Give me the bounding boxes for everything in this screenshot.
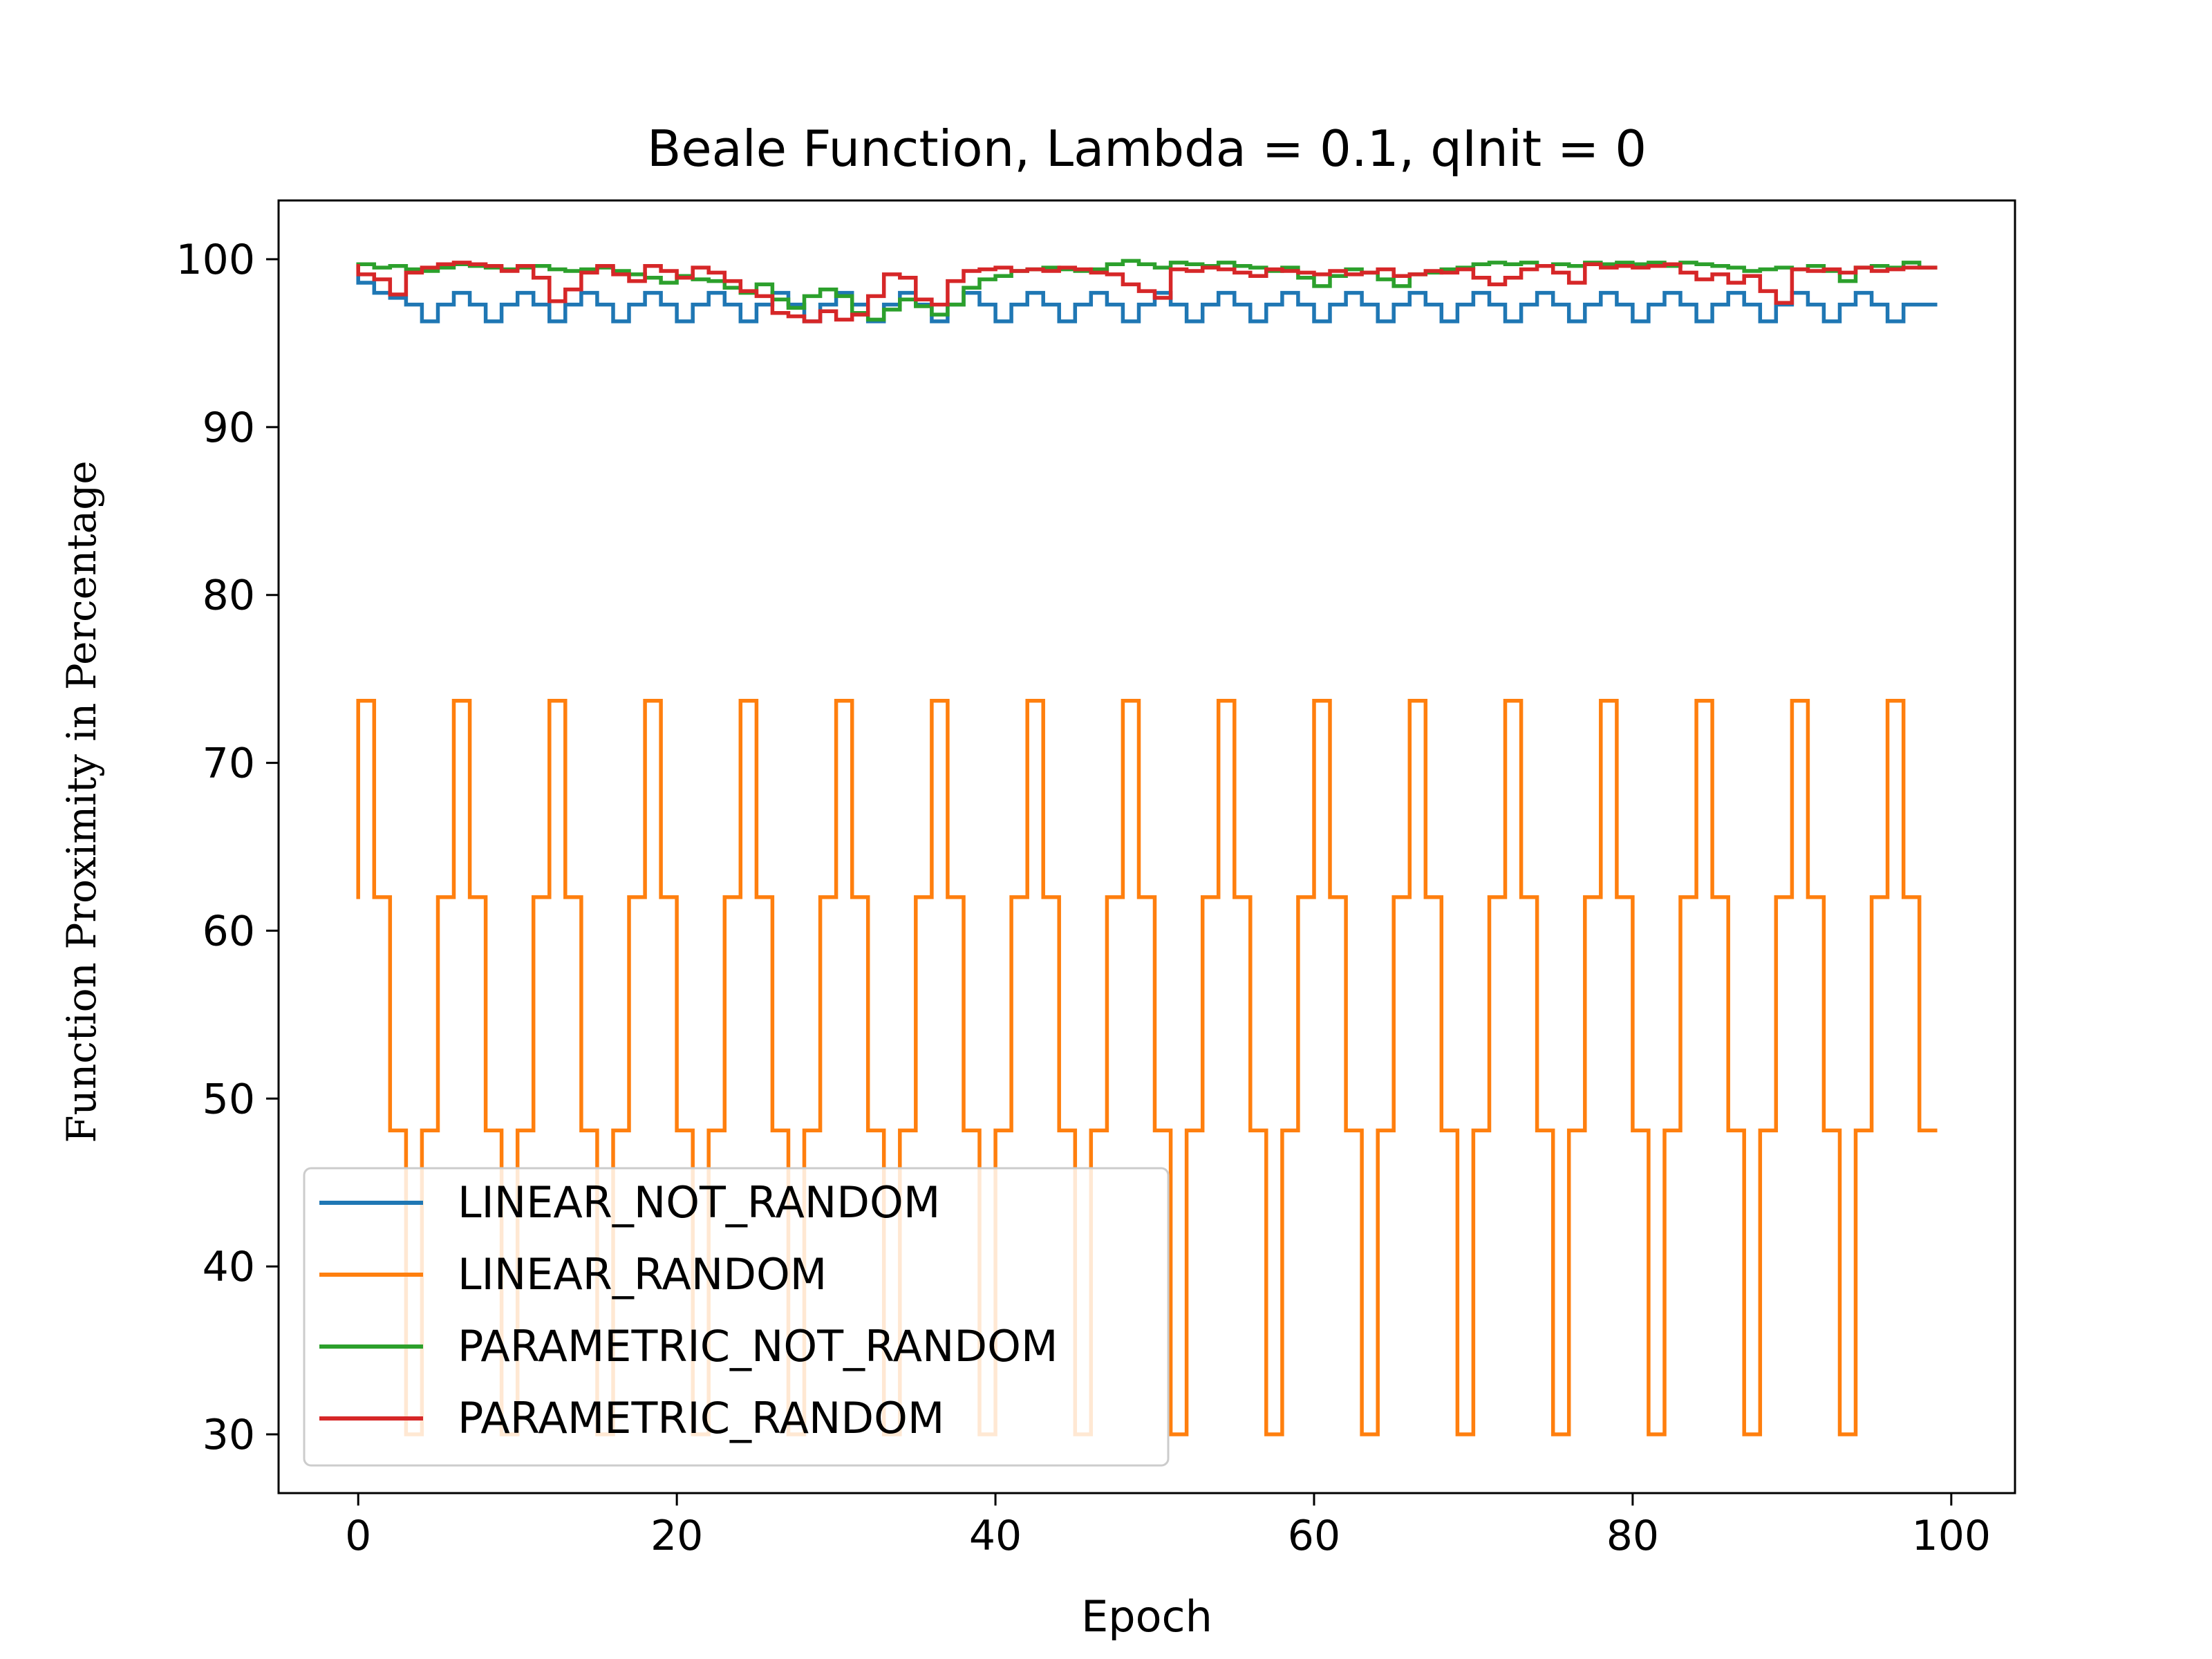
legend-label-1: LINEAR_RANDOM: [458, 1249, 827, 1300]
legend: LINEAR_NOT_RANDOM LINEAR_RANDOM PARAMETRIC…: [303, 1167, 1170, 1467]
chart-title: Beale Function, Lambda = 0.1, qInit = 0: [647, 120, 1647, 178]
x-axis-label: Epoch: [1081, 1591, 1212, 1642]
series-line-1: [356, 698, 1938, 1436]
y-tick-label: 60: [203, 907, 255, 955]
x-axis-ticks: 0 20 40 60 80 100: [345, 1493, 1991, 1560]
x-tick-label: 100: [1912, 1512, 1991, 1560]
y-tick-label: 100: [176, 236, 255, 284]
legend-frame: [303, 1167, 1170, 1467]
legend-label-2: PARAMETRIC_NOT_RANDOM: [458, 1321, 1058, 1371]
plot-frame: [277, 199, 2016, 1494]
y-tick-label: 80: [203, 572, 255, 620]
series-layer: [356, 259, 1938, 1436]
legend-label-0: LINEAR_NOT_RANDOM: [458, 1177, 940, 1228]
y-tick-label: 70: [203, 740, 255, 788]
x-tick-label: 60: [1288, 1512, 1340, 1560]
series-line-0: [356, 275, 1938, 324]
y-tick-label: 50: [203, 1075, 255, 1123]
x-tick-label: 40: [969, 1512, 1022, 1560]
x-tick-label: 0: [345, 1512, 371, 1560]
y-axis-ticks: 30 40 50 60 70 80 90 100: [176, 236, 279, 1459]
y-axis-label: Function Proximity in Percentage: [58, 460, 105, 1143]
legend-label-3: PARAMETRIC_RANDOM: [458, 1393, 944, 1443]
x-tick-label: 20: [650, 1512, 703, 1560]
x-tick-label: 80: [1606, 1512, 1659, 1560]
series-line-3: [356, 261, 1938, 324]
y-tick-label: 30: [203, 1411, 255, 1459]
y-tick-label: 90: [203, 404, 255, 452]
y-tick-label: 40: [203, 1243, 255, 1291]
